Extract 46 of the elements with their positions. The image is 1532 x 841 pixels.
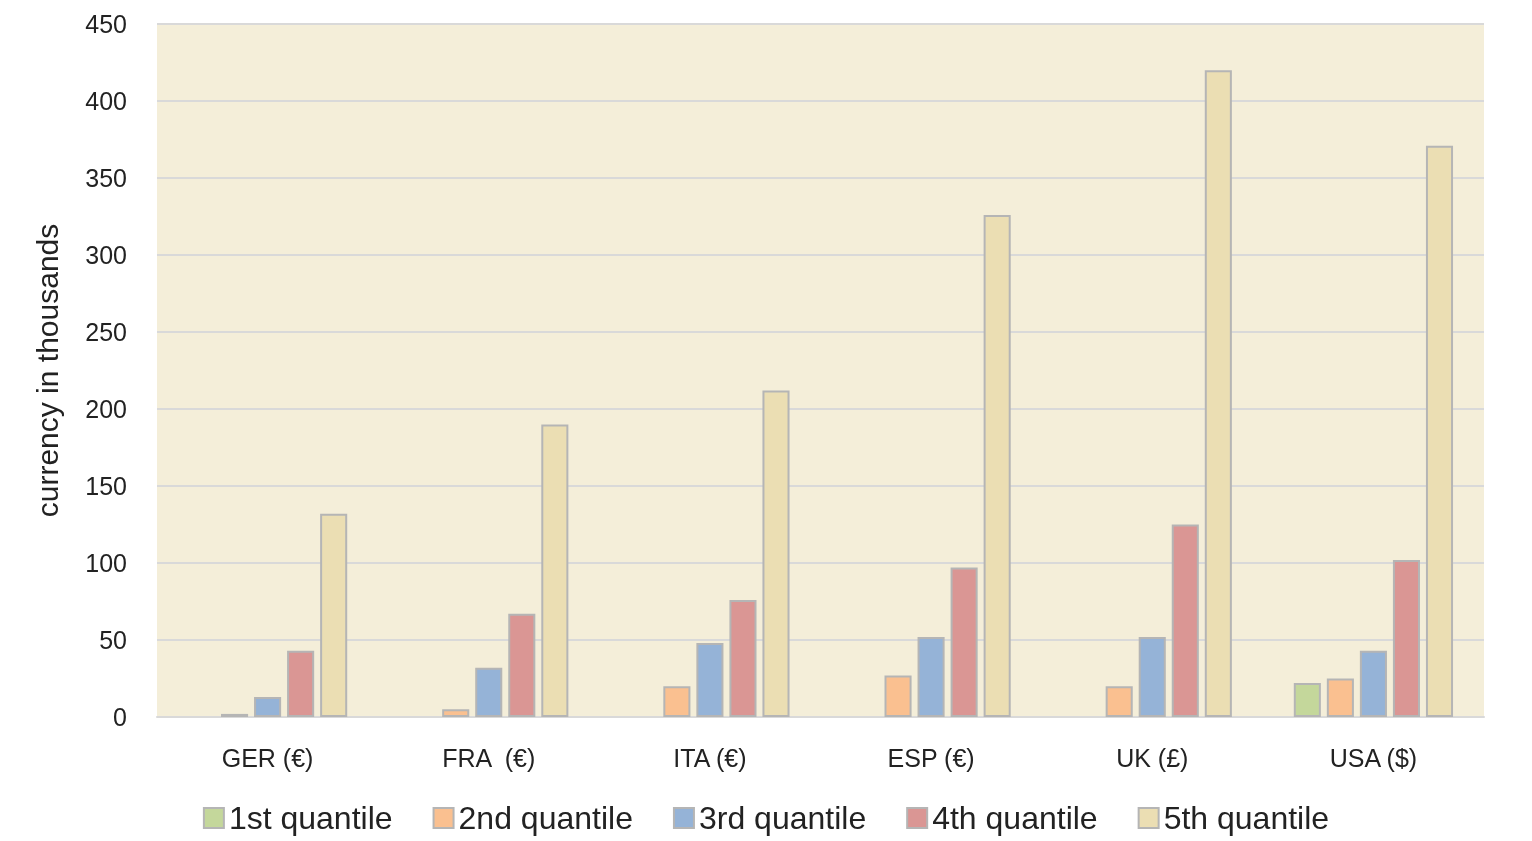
bar <box>950 567 978 717</box>
bar <box>1392 559 1420 717</box>
bar <box>1105 686 1133 717</box>
y-tick-label: 150 <box>85 472 127 500</box>
y-tick-label: 400 <box>85 87 127 115</box>
bar <box>1326 678 1354 717</box>
bar <box>696 643 724 717</box>
y-axis-title: currency in thousands <box>30 223 64 518</box>
y-tick-label: 200 <box>85 395 127 423</box>
bar <box>442 709 470 717</box>
y-tick-label: 0 <box>113 703 127 731</box>
bar <box>1171 524 1199 717</box>
bar <box>884 675 912 717</box>
x-tick-label: USA ($) <box>1329 743 1418 772</box>
bar <box>1138 636 1166 717</box>
legend-label: 4th quantile <box>932 800 1098 836</box>
bar <box>1359 650 1387 717</box>
legend-label: 5th quantile <box>1163 800 1330 836</box>
bar <box>762 390 790 717</box>
legend-label: 3rd quantile <box>698 800 867 836</box>
bar <box>541 424 569 717</box>
bar <box>320 513 348 717</box>
y-tick-label: 300 <box>85 241 127 269</box>
bar <box>983 214 1011 717</box>
bar <box>1425 145 1454 717</box>
bar <box>1204 70 1232 717</box>
x-tick-label: GER (€) <box>221 743 314 772</box>
y-tick-label: 100 <box>85 549 127 577</box>
bar <box>1293 683 1321 717</box>
bar <box>729 599 757 717</box>
bar <box>254 696 282 717</box>
bar <box>508 613 536 717</box>
legend-label: 1st quantile <box>228 800 393 836</box>
bar <box>287 650 315 717</box>
bar <box>475 667 503 717</box>
bar <box>917 636 945 717</box>
x-tick-label: FRA (€) <box>442 743 536 772</box>
y-tick-label: 450 <box>85 10 127 38</box>
y-tick-label: 250 <box>85 318 127 346</box>
legend-label: 2nd quantile <box>458 800 633 836</box>
x-tick-label: ITA (€) <box>673 743 747 772</box>
y-tick-label: 50 <box>99 626 127 654</box>
x-tick-label: UK (£) <box>1116 743 1189 772</box>
y-tick-label: 350 <box>85 164 127 192</box>
bar <box>663 686 691 717</box>
x-tick-label: ESP (€) <box>887 743 975 772</box>
